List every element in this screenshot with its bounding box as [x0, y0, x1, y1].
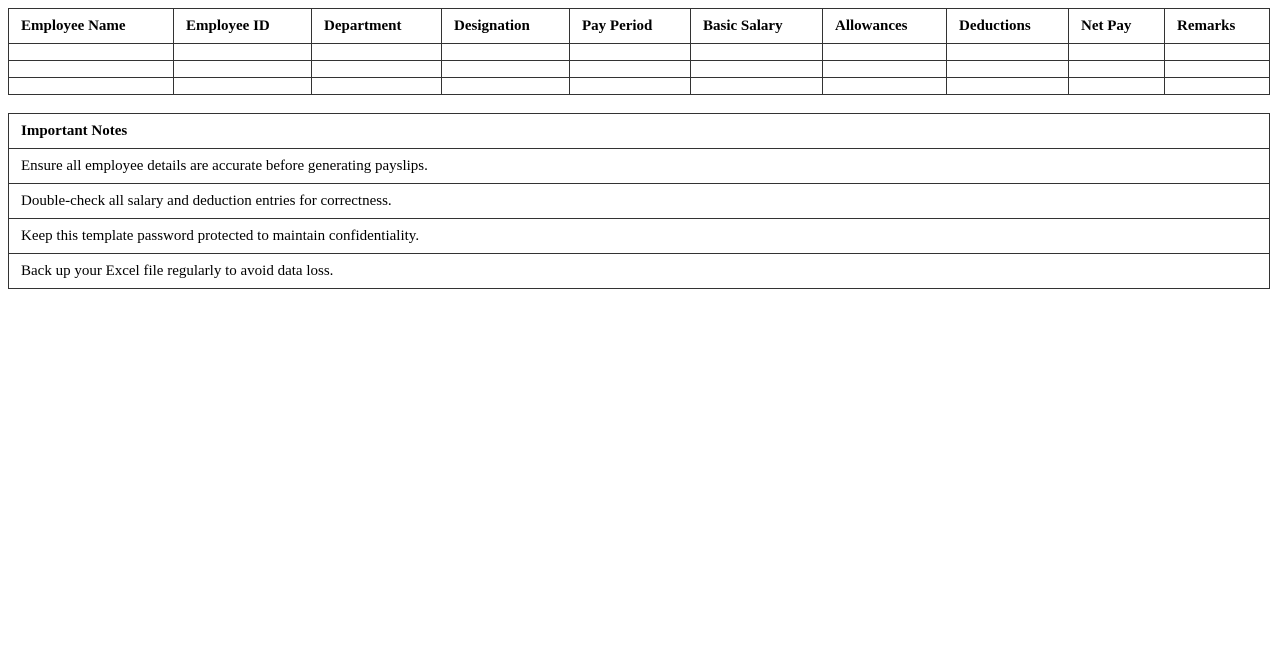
column-header: Designation [441, 8, 570, 44]
table-cell[interactable] [1068, 60, 1165, 78]
table-cell[interactable] [569, 60, 691, 78]
table-cell[interactable] [1164, 60, 1270, 78]
table-cell[interactable] [946, 60, 1069, 78]
table-cell[interactable] [690, 77, 823, 95]
table-cell[interactable] [822, 60, 947, 78]
table-cell[interactable] [8, 43, 174, 61]
notes-table: Important Notes Ensure all employee deta… [8, 113, 1270, 289]
table-cell[interactable] [441, 43, 570, 61]
header-row: Employee Name Employee ID Department Design… [8, 8, 1270, 44]
column-header: Employee Name [8, 8, 174, 44]
payroll-table: Employee Name Employee ID Department Design… [8, 8, 1270, 95]
notes-title: Important Notes [8, 113, 1270, 149]
table-cell[interactable] [1068, 77, 1165, 95]
table-cell[interactable] [1068, 43, 1165, 61]
column-header: Basic Salary [690, 8, 823, 44]
note-item: Ensure all employee details are accurate… [8, 148, 1270, 184]
note-item: Keep this template password protected to… [8, 218, 1270, 254]
note-item: Double-check all salary and deduction en… [8, 183, 1270, 219]
table-row [8, 60, 1270, 78]
table-row [8, 77, 1270, 95]
table-cell[interactable] [1164, 43, 1270, 61]
table-cell[interactable] [822, 77, 947, 95]
column-header: Employee ID [173, 8, 312, 44]
table-cell[interactable] [441, 77, 570, 95]
table-cell[interactable] [569, 77, 691, 95]
column-header: Net Pay [1068, 8, 1165, 44]
table-cell[interactable] [311, 77, 442, 95]
table-cell[interactable] [441, 60, 570, 78]
column-header: Deductions [946, 8, 1069, 44]
column-header: Department [311, 8, 442, 44]
note-item: Back up your Excel file regularly to avo… [8, 253, 1270, 289]
table-cell[interactable] [173, 77, 312, 95]
column-header: Remarks [1164, 8, 1270, 44]
table-cell[interactable] [690, 43, 823, 61]
table-cell[interactable] [1164, 77, 1270, 95]
table-cell[interactable] [690, 60, 823, 78]
column-header: Allowances [822, 8, 947, 44]
column-header: Pay Period [569, 8, 691, 44]
table-cell[interactable] [311, 43, 442, 61]
table-cell[interactable] [8, 60, 174, 78]
table-cell[interactable] [311, 60, 442, 78]
table-cell[interactable] [173, 60, 312, 78]
table-cell[interactable] [8, 77, 174, 95]
table-cell[interactable] [569, 43, 691, 61]
table-cell[interactable] [946, 77, 1069, 95]
table-cell[interactable] [173, 43, 312, 61]
table-cell[interactable] [822, 43, 947, 61]
table-row [8, 43, 1270, 61]
table-cell[interactable] [946, 43, 1069, 61]
